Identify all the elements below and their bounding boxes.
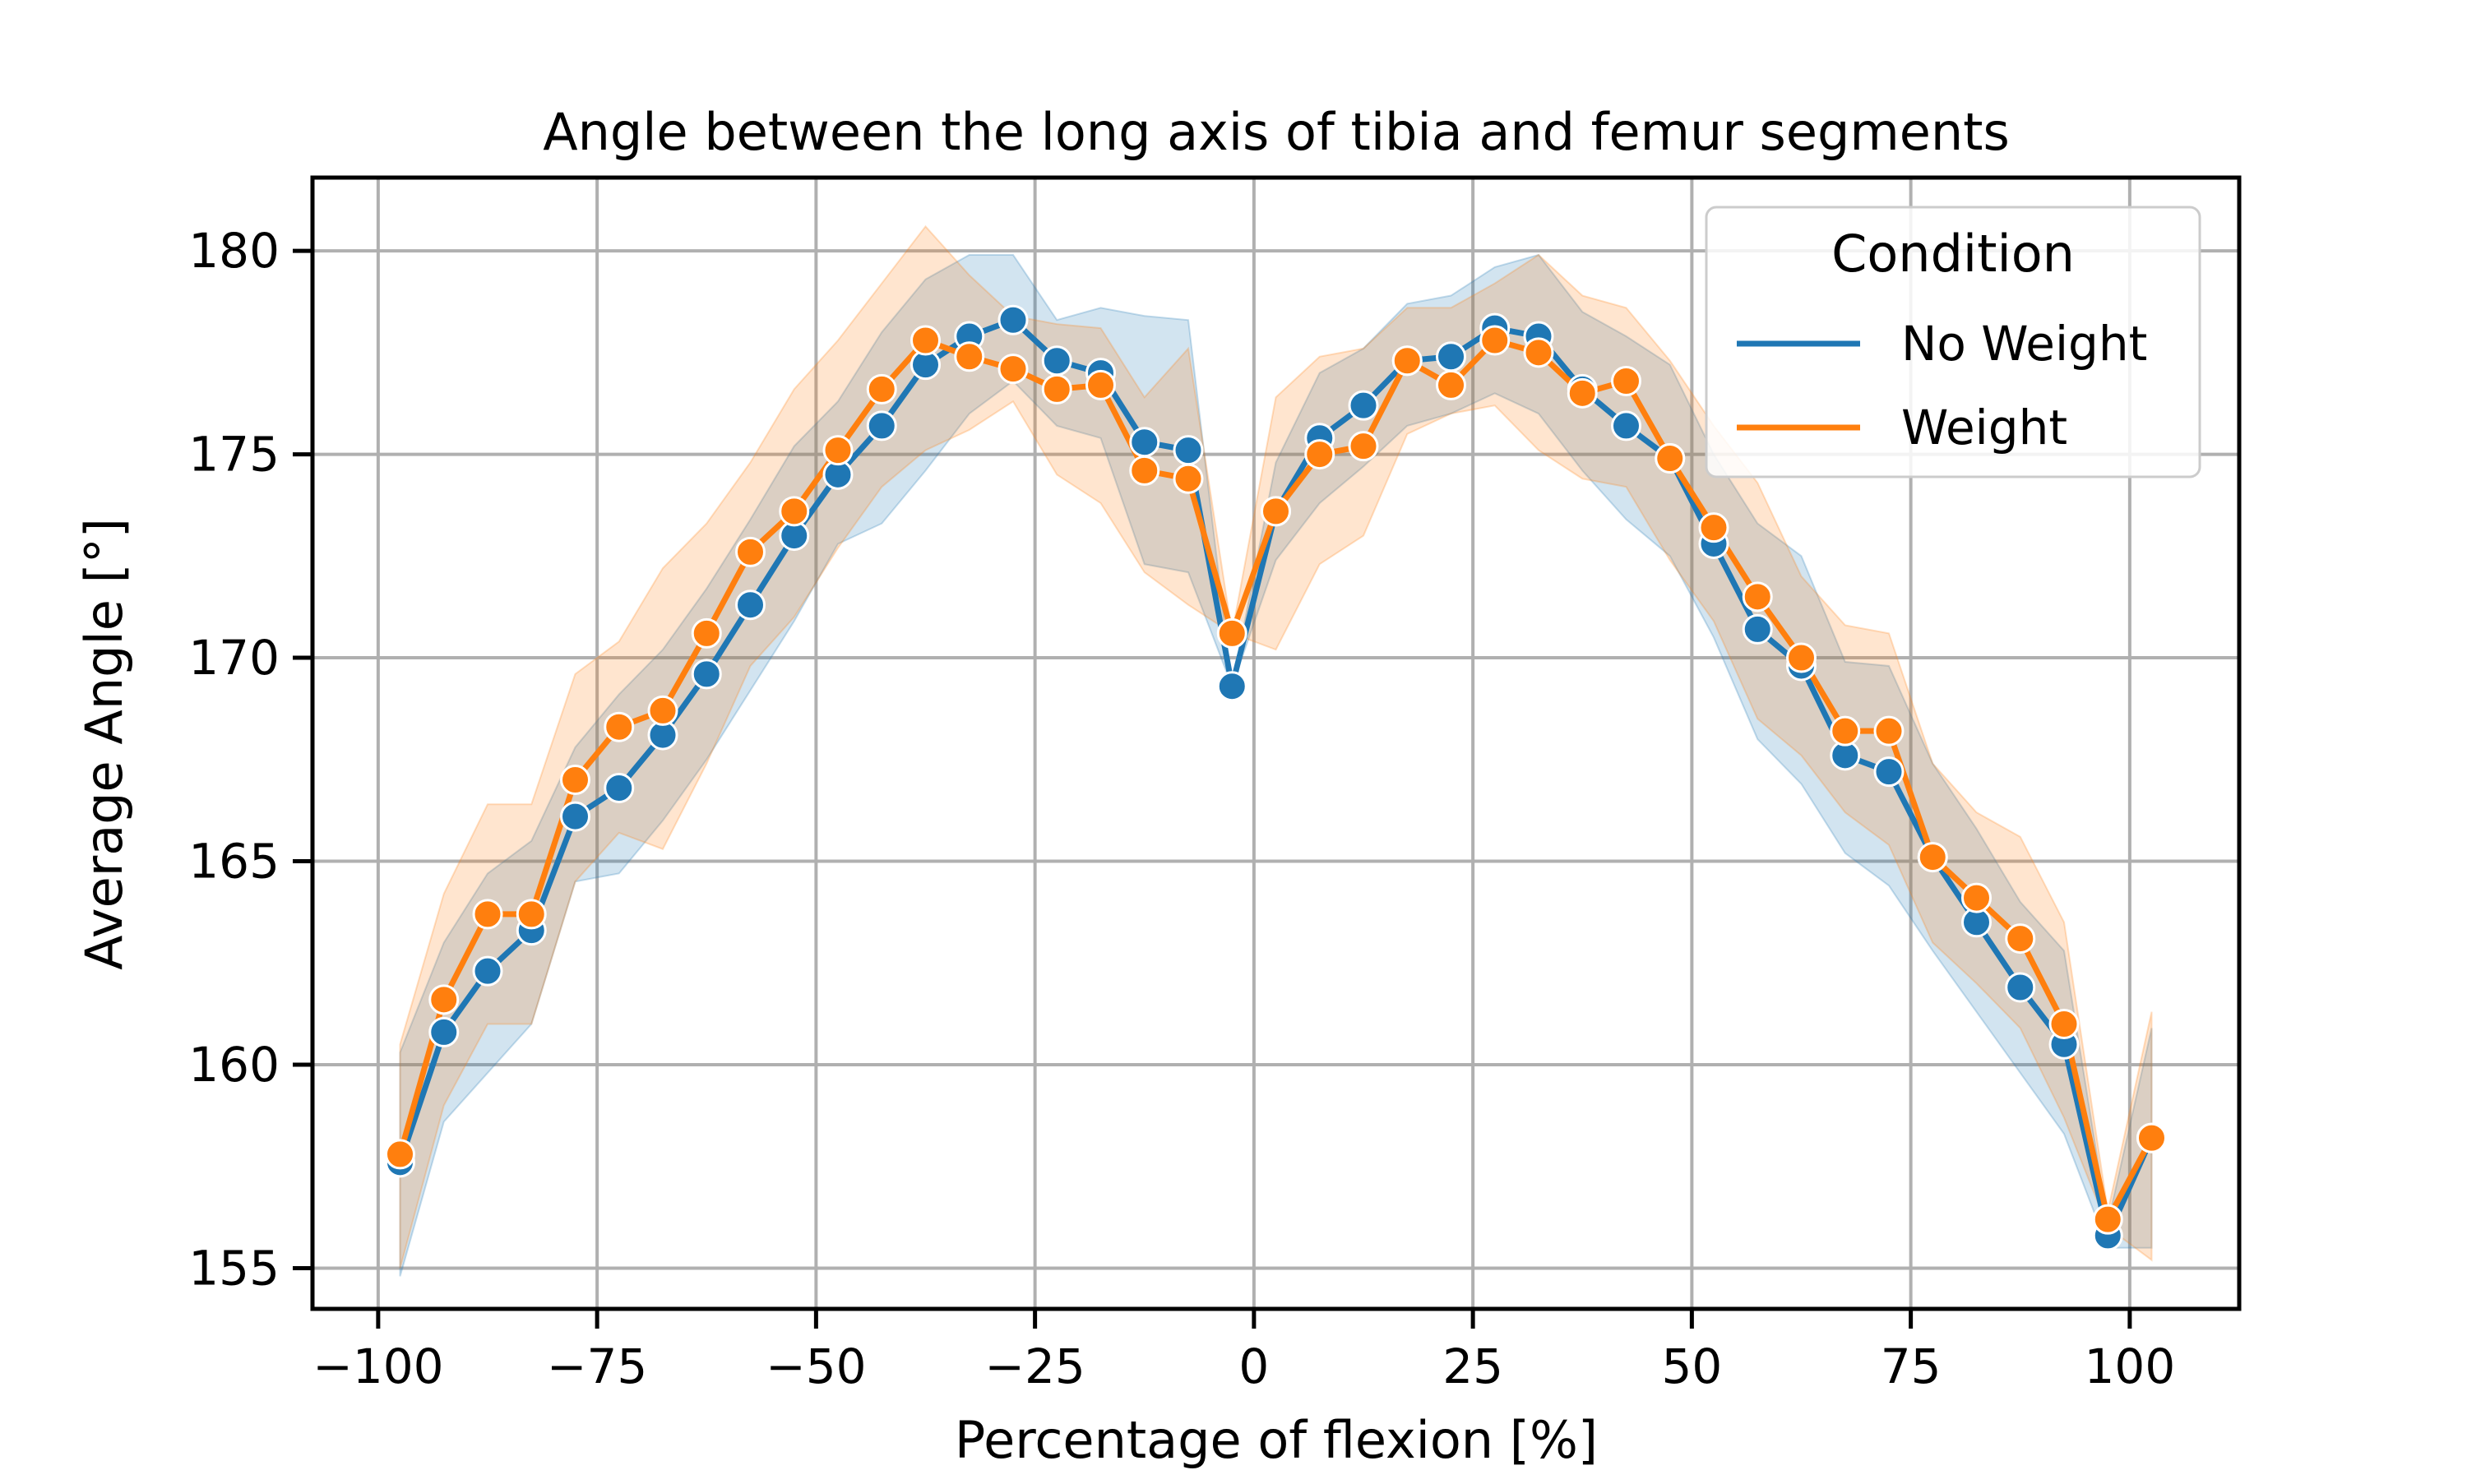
x-tick-label: 100: [2085, 1338, 2176, 1394]
data-point-weight: [1786, 642, 1817, 673]
x-tick-label: −50: [766, 1338, 866, 1394]
data-point-weight: [1216, 617, 1247, 649]
y-axis-ticks: 155 160 165 170 175 180: [188, 223, 312, 1297]
data-point-no-weight: [604, 772, 635, 803]
data-point-no-weight: [1348, 390, 1379, 421]
data-point-weight: [1391, 345, 1423, 377]
legend-label-no-weight: No Weight: [1901, 316, 2147, 372]
x-tick-label: 75: [1881, 1338, 1942, 1394]
data-point-weight: [1655, 443, 1686, 474]
data-point-no-weight: [1173, 435, 1204, 466]
data-point-no-weight: [1436, 341, 1466, 372]
data-point-no-weight: [735, 589, 766, 621]
data-point-weight: [1917, 842, 1948, 873]
data-point-weight: [560, 765, 590, 796]
x-tick-label: −100: [312, 1338, 443, 1394]
y-tick-label: 160: [188, 1037, 280, 1093]
data-point-weight: [735, 536, 766, 567]
y-tick-label: 155: [188, 1241, 280, 1297]
data-point-weight: [1041, 373, 1072, 405]
x-axis-label: Percentage of flexion [%]: [955, 1410, 1598, 1470]
y-tick-label: 165: [188, 834, 280, 890]
data-point-no-weight: [1041, 345, 1072, 377]
data-point-weight: [1129, 455, 1160, 486]
data-point-weight: [1742, 581, 1773, 613]
data-point-weight: [1173, 463, 1204, 494]
x-tick-label: 25: [1442, 1338, 1503, 1394]
data-point-no-weight: [428, 1016, 460, 1047]
data-point-no-weight: [1216, 671, 1247, 702]
data-point-weight: [910, 325, 941, 356]
legend-title: Condition: [1831, 224, 2075, 284]
data-point-weight: [866, 373, 897, 405]
data-point-weight: [2048, 1009, 2080, 1040]
y-tick-label: 175: [188, 427, 280, 483]
x-tick-label: −25: [984, 1338, 1085, 1394]
data-point-weight: [604, 711, 635, 742]
data-point-weight: [1698, 512, 1729, 543]
y-tick-label: 170: [188, 630, 280, 686]
data-point-no-weight: [2005, 972, 2036, 1003]
y-axis-label: Average Angle [°]: [74, 518, 134, 970]
data-point-weight: [1830, 715, 1861, 747]
data-point-no-weight: [997, 304, 1029, 335]
data-point-weight: [1523, 337, 1554, 368]
data-point-weight: [1611, 365, 1641, 396]
data-point-no-weight: [1742, 613, 1773, 645]
data-point-weight: [1304, 439, 1335, 470]
legend-box: [1705, 206, 2201, 478]
series-markers: [385, 304, 2167, 1251]
x-tick-label: 50: [1661, 1338, 1722, 1394]
data-point-no-weight: [1129, 427, 1160, 458]
data-point-weight: [2136, 1122, 2167, 1153]
y-tick-label: 180: [188, 223, 280, 279]
legend-label-weight: Weight: [1901, 400, 2067, 455]
x-axis-ticks: −100 −75 −50 −25 0 25 50 75 100: [312, 1309, 2175, 1394]
x-tick-label: 0: [1238, 1338, 1269, 1394]
data-point-weight: [1436, 369, 1466, 400]
data-point-weight: [1961, 882, 1992, 913]
data-point-weight: [2005, 923, 2036, 955]
ci-band-no-weight: [399, 253, 2153, 1277]
data-point-weight: [472, 899, 503, 930]
data-point-weight: [1567, 377, 1598, 409]
data-point-weight: [516, 899, 547, 930]
data-point-weight: [779, 496, 810, 527]
data-point-weight: [2092, 1204, 2123, 1235]
data-point-weight: [1348, 431, 1379, 462]
data-point-weight: [997, 354, 1029, 385]
data-point-no-weight: [560, 801, 590, 832]
data-point-weight: [1085, 369, 1116, 400]
data-point-weight: [822, 435, 854, 466]
plot-frame: [310, 175, 2242, 1311]
data-point-no-weight: [866, 410, 897, 442]
data-point-weight: [1261, 496, 1291, 527]
data-point-weight: [1873, 715, 1905, 747]
data-point-no-weight: [1873, 756, 1905, 788]
legend: Condition No Weight Weight: [1705, 206, 2201, 478]
x-tick-label: −75: [547, 1338, 647, 1394]
data-point-weight: [1479, 325, 1511, 356]
data-point-weight: [691, 617, 722, 649]
data-point-weight: [385, 1139, 415, 1170]
data-point-weight: [954, 341, 985, 372]
data-point-no-weight: [1611, 410, 1641, 442]
data-point-weight: [428, 984, 460, 1015]
data-point-no-weight: [691, 659, 722, 690]
data-point-no-weight: [472, 955, 503, 987]
data-point-weight: [647, 695, 678, 726]
chart-title: Angle between the long axis of tibia and…: [543, 102, 2010, 162]
